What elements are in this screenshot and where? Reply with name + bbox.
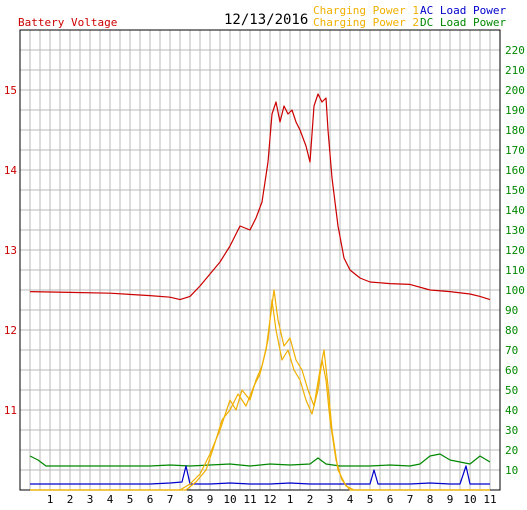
x-tick-label: 1 (47, 493, 54, 506)
battery-voltage-title: Battery Voltage (18, 16, 117, 29)
x-tick-label: 6 (147, 493, 154, 506)
y-left-tick-label: 12 (4, 324, 17, 337)
x-tick-label: 7 (167, 493, 174, 506)
series-charging-power-2 (30, 289, 490, 491)
y-right-tick-label: 130 (505, 224, 525, 237)
y-right-tick-label: 190 (505, 104, 525, 117)
y-right-tick-label: 140 (505, 204, 525, 217)
x-tick-label: 12 (263, 493, 276, 506)
x-tick-label: 8 (427, 493, 434, 506)
x-tick-label: 2 (307, 493, 314, 506)
y-right-tick-label: 100 (505, 284, 525, 297)
x-tick-label: 1 (287, 493, 294, 506)
y-left-tick-label: 14 (4, 164, 18, 177)
legend-charging-power-2: Charging Power 2 (313, 16, 419, 29)
y-right-tick-label: 50 (505, 384, 518, 397)
x-tick-label: 6 (387, 493, 394, 506)
x-tick-label: 4 (107, 493, 114, 506)
y-right-tick-label: 10 (505, 464, 518, 477)
y-right-tick-label: 120 (505, 244, 525, 257)
x-tick-label: 11 (243, 493, 256, 506)
y-right-tick-label: 200 (505, 84, 525, 97)
x-tick-label: 4 (347, 493, 354, 506)
date-label: 12/13/2016 (224, 12, 308, 28)
y-right-tick-label: 220 (505, 44, 525, 57)
y-right-tick-label: 20 (505, 444, 518, 457)
x-tick-label: 7 (407, 493, 414, 506)
x-tick-label: 5 (367, 493, 374, 506)
y-right-tick-label: 110 (505, 264, 525, 277)
y-right-tick-label: 180 (505, 124, 525, 137)
legend-ac-load-power: AC Load Power (420, 4, 506, 17)
y-right-tick-label: 150 (505, 184, 525, 197)
x-tick-label: 9 (447, 493, 454, 506)
y-axis-left: 11 12 13 14 15 (4, 84, 18, 417)
series-group (29, 93, 491, 491)
legend-charging-power-1: Charging Power 1 (313, 4, 419, 17)
y-left-tick-label: 15 (4, 84, 17, 97)
x-tick-label: 5 (127, 493, 134, 506)
series-dc-load-power (29, 453, 491, 467)
x-axis: 1 2 3 4 5 6 7 8 9 10 11 12 1 2 3 4 5 6 7 8 9 10 11 (47, 493, 497, 506)
y-right-tick-label: 90 (505, 304, 518, 317)
x-tick-label: 3 (327, 493, 334, 506)
x-tick-label: 10 (223, 493, 236, 506)
y-right-tick-label: 170 (505, 144, 525, 157)
x-tick-label: 9 (207, 493, 214, 506)
legend-dc-load-power: DC Load Power (420, 16, 506, 29)
plot-frame (19, 29, 501, 491)
y-right-tick-label: 40 (505, 404, 518, 417)
y-left-tick-label: 11 (4, 404, 17, 417)
grid (19, 29, 501, 491)
y-right-tick-label: 70 (505, 344, 518, 357)
x-tick-label: 2 (67, 493, 74, 506)
x-tick-label: 10 (463, 493, 476, 506)
y-axis-right: 10 20 30 40 50 60 70 80 90 100 110 120 130 140 150 160 1… (505, 44, 525, 477)
series-battery-voltage (29, 93, 491, 301)
y-right-tick-label: 80 (505, 324, 518, 337)
x-tick-label: 3 (87, 493, 94, 506)
y-right-tick-label: 210 (505, 64, 525, 77)
x-tick-label: 11 (483, 493, 496, 506)
series-ac-load-power (30, 465, 490, 485)
y-right-tick-label: 30 (505, 424, 518, 437)
y-left-tick-label: 13 (4, 244, 17, 257)
y-right-tick-label: 160 (505, 164, 525, 177)
x-tick-label: 8 (187, 493, 194, 506)
y-right-tick-label: 60 (505, 364, 518, 377)
